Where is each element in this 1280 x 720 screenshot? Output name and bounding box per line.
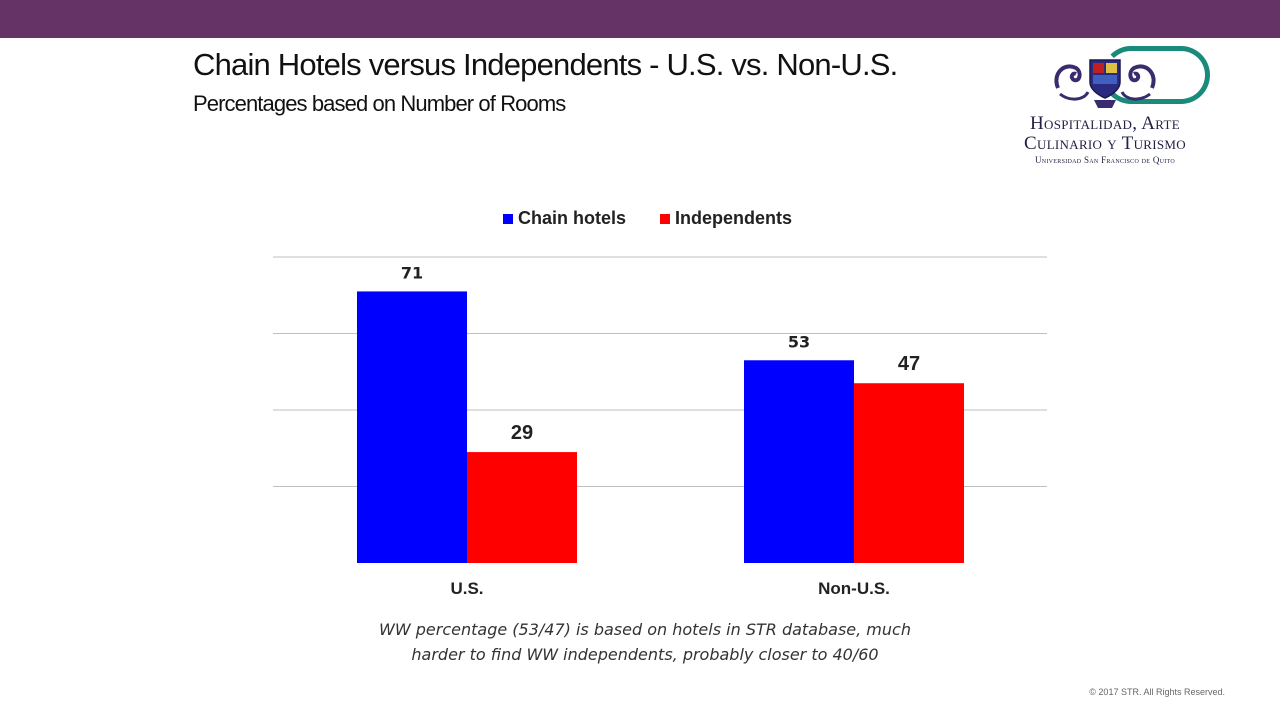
logo-text-line1: Hospitalidad, Arte [1030, 113, 1180, 134]
footnote-line2: harder to find WW independents, probably… [411, 645, 879, 664]
chart-legend: Chain hotels Independents [503, 208, 792, 229]
legend-label-independents: Independents [675, 208, 793, 228]
copyright-notice: © 2017 STR. All Rights Reserved. [1089, 687, 1225, 697]
legend-swatch-independents [660, 213, 671, 224]
bar-chain-us [357, 291, 467, 563]
slide-subtitle: Percentages based on Number of Rooms [193, 91, 566, 116]
legend-label-chain: Chain hotels [518, 208, 627, 228]
logo-ring [1102, 46, 1210, 104]
data-label: 53 [788, 332, 810, 351]
footnote: WW percentage (53/47) is based on hotels… [330, 617, 960, 667]
data-label: 47 [898, 353, 920, 375]
legend-swatch-chain [503, 213, 513, 224]
crest-icon [1054, 59, 1156, 108]
data-label: 29 [511, 422, 533, 444]
logo-text-line2: Culinario y Turismo [1024, 133, 1186, 154]
legend-item-chain: Chain hotels [503, 208, 626, 229]
logo-text-line3: Universidad San Francisco de Quito [1034, 155, 1176, 165]
university-logo: Hospitalidad, Arte Culinario y Turismo U… [990, 44, 1230, 165]
bar-chain-non-us [744, 360, 854, 563]
data-label: 71 [401, 263, 423, 282]
category-label: Non-U.S. [818, 579, 890, 598]
header-bar [0, 0, 1280, 38]
legend-item-independents: Independents [660, 208, 792, 229]
bar-independents-non-us [854, 383, 964, 563]
slide-title: Chain Hotels versus Independents - U.S. … [193, 47, 898, 82]
footnote-line1: WW percentage (53/47) is based on hotels… [379, 620, 911, 639]
bar-independents-us [467, 452, 577, 563]
category-label: U.S. [450, 579, 483, 598]
